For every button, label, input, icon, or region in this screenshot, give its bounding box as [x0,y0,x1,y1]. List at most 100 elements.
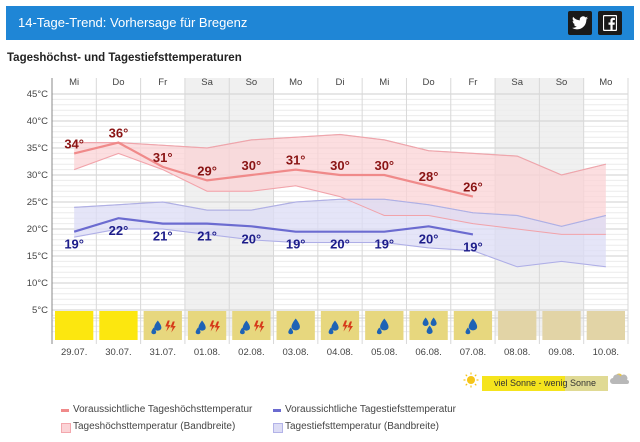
min-temp-label: 21° [197,229,217,244]
lightning-icon [165,320,171,332]
date-label: 09.08. [548,347,574,358]
rain-drop-icon [242,320,250,331]
sun-legend-gray [565,376,608,391]
min-temp-label: 21° [153,229,173,244]
weekday-label: Mo [599,77,612,88]
weekday-label: Do [423,77,435,88]
date-label: 01.08. [194,347,220,358]
page-title: 14-Tage-Trend: Vorhersage für Bregenz [18,15,248,30]
legend-max-band-swatch [61,423,71,433]
rain-drop-icon [154,320,162,331]
rain-drop-icon [376,327,382,335]
rain-icon [288,318,300,335]
max-temp-label: 34° [64,136,84,151]
date-label: 05.08. [371,347,397,358]
y-tick-label: 40°C [27,116,48,127]
max-band-edge [74,133,606,176]
weather-cell [498,311,537,340]
min-temp-label: 19° [463,239,483,254]
max-temp-label: 30° [242,158,262,173]
rain-drop-icon [288,327,294,335]
weekday-label: Mi [69,77,79,88]
min-temp-label: 19° [64,237,84,252]
date-label: 04.08. [327,347,353,358]
date-label: 31.07. [150,347,176,358]
rain-icon [465,318,478,335]
weather-cell [232,311,271,340]
weekday-label: Mi [379,77,389,88]
legend-min-line-swatch [273,409,281,412]
max-temp-label: 31° [286,153,306,168]
date-label: 02.08. [238,347,264,358]
facebook-icon [603,15,617,31]
weekday-label: Fr [158,77,167,88]
legend-max-band: Tageshöchsttemperatur (Bandbreite) [73,421,236,432]
rain-icon [376,318,389,335]
max-temp-label: 30° [374,158,394,173]
rain-thunder-icon [195,320,221,335]
weekday-label: So [246,77,258,88]
twitter-share-button[interactable] [568,11,592,35]
header-bar: 14-Tage-Trend: Vorhersage für Bregenz [6,6,634,40]
min-temp-label: 22° [109,223,129,238]
rain-drop-icon [195,327,201,335]
legend-min-line: Voraussichtliche Tagestiefsttemperatur [285,404,457,415]
date-label: 29.07. [61,347,87,358]
sun-icon [463,372,479,388]
date-label: 30.07. [105,347,131,358]
rain-drop-icon [426,325,433,334]
weather-cell [55,311,94,340]
max-temp-label: 29° [197,163,217,178]
sun-legend-label: viel Sonne - wenig Sonne [493,378,597,388]
lightning-icon [253,320,260,332]
min-band [74,199,606,267]
rain-drop-icon [198,320,206,331]
date-label: 07.08. [460,347,486,358]
min-temp-label: 19° [374,237,394,252]
min-temp-label: 20° [419,231,439,246]
min-temp-label: 20° [242,231,262,246]
rain-thunder-icon [328,320,353,335]
weather-cell [320,311,360,340]
lightning-icon [170,321,176,333]
lightning-icon [214,321,221,333]
legend-max-line: Voraussichtliche Tageshöchsttemperatur [73,404,253,415]
rain-drop-icon [328,327,334,335]
rain-thunder-icon [151,320,176,335]
y-tick-label: 15°C [27,251,48,262]
weekday-label: So [556,77,568,88]
date-label: 08.08. [504,347,530,358]
y-tick-label: 35°C [27,143,48,154]
weekday-label: Sa [201,77,213,88]
y-tick-label: 20°C [27,224,48,235]
chart-title: Tageshöchst- und Tagestiefsttemperaturen [7,52,242,64]
y-tick-label: 25°C [27,197,48,208]
weather-cell [99,311,138,340]
weather-cell [187,311,227,340]
y-tick-label: 5°C [32,305,48,316]
max-temp-label: 28° [419,169,439,184]
facebook-share-button[interactable] [598,11,622,35]
max-temp-label: 36° [109,126,129,141]
rain-drop-icon [239,327,245,335]
legend-max-line-swatch [61,409,69,412]
lightning-icon [258,321,265,333]
rain-drop-icon [468,318,478,331]
date-label: 10.08. [593,347,619,358]
rain-drop-icon [380,318,389,331]
max-temp-label: 30° [330,158,350,173]
y-tick-label: 30°C [27,170,48,181]
heavy-rain-icon [422,317,437,334]
weekday-label: Di [336,77,345,88]
legend-min-band-swatch [273,423,283,433]
legend-min-band: Tagestiefsttemperatur (Bandbreite) [285,421,439,432]
lightning-icon [209,320,216,332]
rain-drop-icon [151,327,157,335]
cloud-icon [610,373,629,384]
rain-drop-icon [430,317,437,326]
min-temp-label: 19° [286,237,306,252]
weekday-label: Fr [468,77,477,88]
min-temp-line [73,217,474,236]
weather-cell [542,311,581,340]
